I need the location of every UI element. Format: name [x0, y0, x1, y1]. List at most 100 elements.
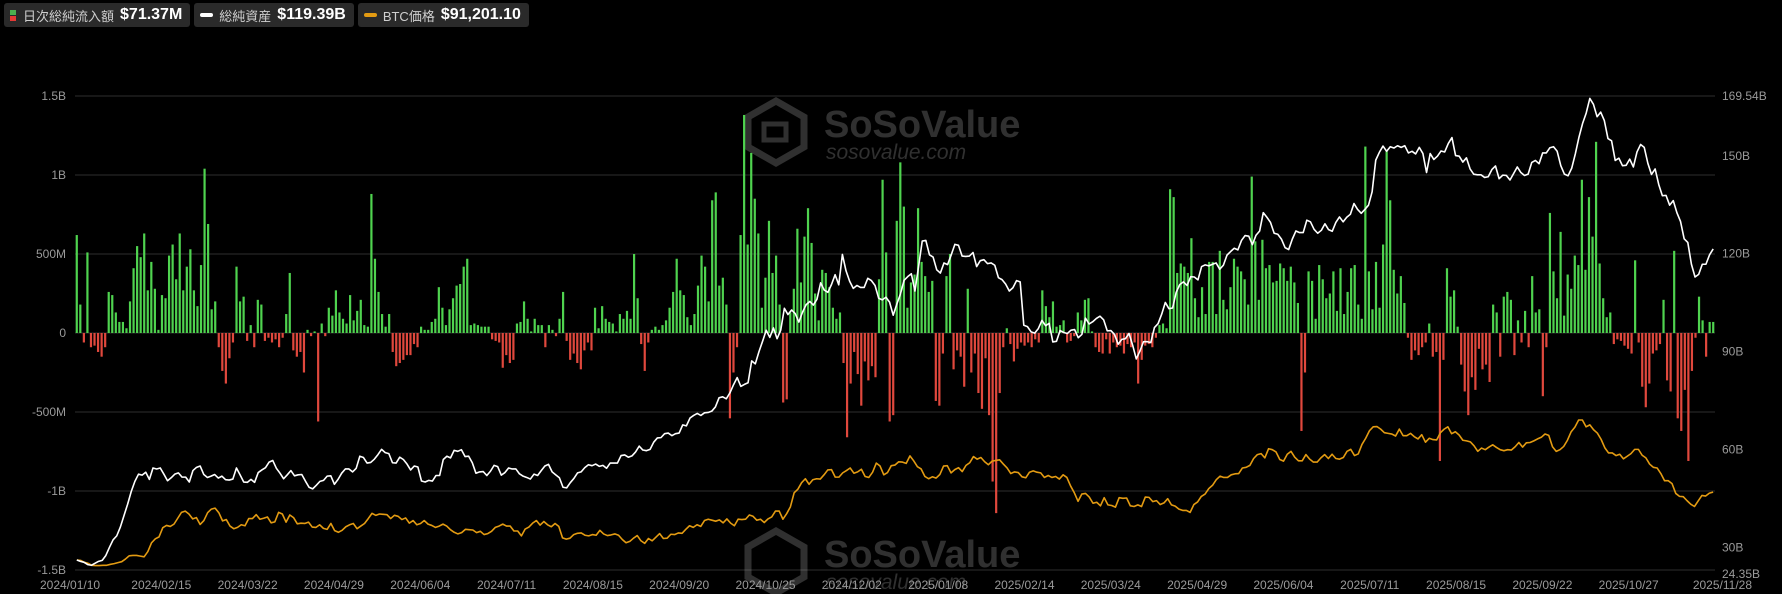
inflow-bar: [530, 331, 533, 333]
outflow-bar: [1098, 333, 1101, 352]
inflow-bar: [767, 220, 771, 333]
inflow-bar: [913, 274, 916, 333]
x-tick-label: 2025/06/04: [1253, 578, 1313, 592]
outflow-bar: [782, 333, 785, 403]
inflow-bar: [1509, 299, 1512, 333]
outflow-bar: [100, 333, 103, 357]
inflow-bar: [608, 321, 611, 333]
outflow-bar: [1119, 333, 1122, 346]
inflow-bar: [150, 261, 153, 333]
outflow-bar: [1410, 333, 1413, 360]
outflow-bar: [1002, 333, 1005, 348]
inflow-bar: [1701, 320, 1704, 333]
inflow-bar: [1396, 293, 1399, 333]
inflow-bar: [1158, 325, 1161, 333]
inflow-bar: [920, 261, 923, 333]
legend-total-assets-value: $119.39B: [277, 6, 346, 23]
outflow-bar: [324, 333, 327, 337]
outflow-bar: [1009, 333, 1012, 345]
inflow-bar: [1318, 265, 1321, 333]
y-right-tick-label: 90B: [1722, 345, 1743, 359]
inflow-bar: [157, 329, 160, 333]
inflow-bar: [327, 307, 330, 333]
y-right-tick-label: 120B: [1722, 247, 1750, 261]
inflow-bar: [828, 287, 831, 333]
outflow-bar: [987, 333, 991, 416]
x-tick-label: 2025/03/24: [1081, 578, 1141, 592]
outflow-bar: [505, 333, 508, 356]
inflow-bar: [561, 291, 565, 333]
outflow-bar: [1648, 333, 1651, 384]
outflow-bar: [1474, 333, 1477, 390]
x-tick-label: 2025/07/11: [1340, 578, 1399, 592]
outflow-bar: [1101, 333, 1104, 354]
inflow-bar: [1555, 298, 1559, 333]
outflow-bar: [1144, 333, 1147, 346]
x-tick-label: 2024/01/10: [40, 578, 100, 592]
inflow-bar: [604, 318, 607, 333]
inflow-bar: [1662, 299, 1665, 333]
outflow-bar: [1488, 333, 1491, 382]
legend-net-inflow[interactable]: 日次総純流入額 $71.37M: [4, 3, 191, 27]
outflow-bar: [1616, 333, 1619, 340]
outflow-bar: [888, 333, 891, 422]
outflow-bar: [221, 333, 224, 371]
inflow-bar: [657, 329, 661, 333]
x-tick-label: 2024/02/15: [131, 578, 191, 592]
inflow-bar: [1243, 279, 1246, 333]
inflow-bar: [114, 312, 117, 333]
inflow-bar: [618, 314, 621, 333]
outflow-bar: [1545, 333, 1548, 348]
inflow-bar: [1161, 323, 1165, 333]
grid-lines: [75, 95, 1715, 571]
inflow-bar: [1452, 290, 1456, 333]
inflow-bar: [1346, 291, 1349, 333]
inflow-bar: [636, 298, 639, 333]
inflow-bar: [334, 290, 338, 333]
inflow-bar: [1552, 271, 1555, 333]
x-tick-label: 2024/09/20: [649, 578, 709, 592]
inflow-bar: [760, 307, 763, 333]
inflow-bar: [420, 326, 423, 333]
inflow-bar: [792, 288, 795, 333]
inflow-bar: [1580, 179, 1583, 333]
inflow-bar: [1169, 189, 1172, 333]
inflow-bar: [835, 318, 838, 333]
inflow-bar: [1236, 266, 1239, 333]
outflow-bar: [1300, 333, 1303, 431]
x-tick-label: 2025/02/14: [994, 578, 1054, 592]
legend-btc-price[interactable]: BTC価格 $91,201.10: [357, 3, 529, 27]
orange-line-swatch-icon: [363, 13, 377, 17]
inflow-bar: [661, 325, 664, 333]
watermark-url-bottom: sosovalue.com: [826, 571, 966, 594]
inflow-bar: [1293, 282, 1296, 333]
outflow-bar: [405, 333, 408, 356]
outflow-bar: [1527, 333, 1530, 348]
outflow-bar: [845, 333, 849, 438]
inflow-bar: [799, 282, 803, 333]
outflow-bar: [1655, 333, 1658, 351]
inflow-bar: [906, 307, 909, 333]
outflow-bar: [299, 333, 302, 352]
inflow-bar: [469, 325, 472, 333]
watermark: SoSoValue sosovalue.com SoSoValue sosova…: [744, 96, 1020, 594]
inflow-bar: [345, 323, 348, 333]
inflow-bar: [437, 287, 440, 333]
outflow-bar: [267, 333, 270, 338]
outflow-bar: [217, 333, 220, 348]
inflow-bar: [164, 298, 167, 333]
outflow-bar: [1108, 333, 1111, 354]
inflow-bar: [125, 328, 128, 333]
outflow-bar: [732, 333, 735, 373]
inflow-bar: [696, 285, 700, 333]
legend-total-assets[interactable]: 総純資産 $119.39B: [194, 3, 354, 27]
inflow-bar: [718, 285, 721, 333]
inflow-bar: [1584, 269, 1587, 333]
inflow-bar: [214, 301, 217, 333]
inflow-bar: [1587, 197, 1591, 333]
inflow-bar: [483, 326, 487, 333]
inflow-bar: [1176, 272, 1179, 333]
outflow-bar: [1154, 333, 1158, 338]
outflow-bar: [416, 333, 419, 348]
